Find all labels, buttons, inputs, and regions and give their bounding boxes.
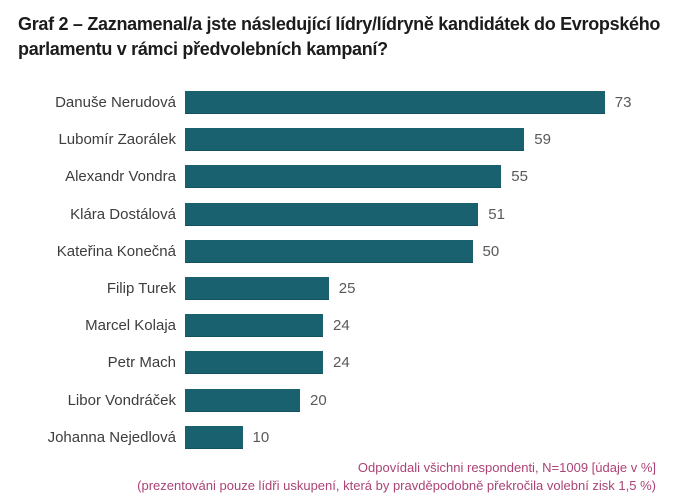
chart-row: Marcel Kolaja 24 bbox=[0, 307, 700, 344]
bar-area: 55 bbox=[185, 158, 700, 195]
bar-area: 24 bbox=[185, 344, 700, 381]
bar-area: 51 bbox=[185, 196, 700, 233]
bar bbox=[185, 239, 473, 263]
bar bbox=[185, 128, 525, 152]
value-label: 20 bbox=[310, 391, 327, 409]
value-label: 50 bbox=[482, 242, 500, 260]
footnote: Odpovídali všichni respondenti, N=1009 [… bbox=[137, 459, 656, 494]
bar bbox=[185, 202, 479, 226]
category-label: Johanna Nejedlová bbox=[47, 428, 176, 446]
value-label: 25 bbox=[338, 280, 356, 298]
bar-area: 25 bbox=[185, 270, 700, 307]
bar bbox=[185, 425, 243, 449]
value-label: 51 bbox=[488, 205, 505, 223]
value-label: 73 bbox=[614, 94, 632, 112]
bar-area: 59 bbox=[185, 121, 700, 158]
bar-chart: Danuše Nerudová 73 Lubomír Zaorálek 59 Alexa… bbox=[0, 84, 700, 456]
category-label: Filip Turek bbox=[106, 280, 176, 298]
chart-row: Klára Dostálová 51 bbox=[0, 196, 700, 233]
bar-area: 24 bbox=[185, 307, 700, 344]
bar-area: 20 bbox=[185, 382, 700, 419]
category-label: Danuše Nerudová bbox=[55, 94, 176, 112]
category-label: Libor Vondráček bbox=[67, 391, 176, 409]
footnote-line-2: (prezentováni pouze lídři uskupení, kter… bbox=[137, 477, 656, 493]
chart-title: Graf 2 – Zaznamenal/a jste následující l… bbox=[18, 14, 661, 59]
category-label: Alexandr Vondra bbox=[65, 168, 176, 186]
bar bbox=[185, 314, 323, 338]
footnote-line-1: Odpovídali všichni respondenti, N=1009 [… bbox=[357, 460, 656, 475]
bar bbox=[185, 388, 300, 412]
category-label: Kateřina Konečná bbox=[56, 242, 176, 260]
category-label: Marcel Kolaja bbox=[85, 317, 176, 335]
chart-row: Kateřina Konečná 50 bbox=[0, 233, 700, 270]
chart-row: Petr Mach 24 bbox=[0, 344, 700, 381]
value-label: 59 bbox=[534, 131, 551, 149]
chart-row: Filip Turek 25 bbox=[0, 270, 700, 307]
category-label: Klára Dostálová bbox=[70, 205, 176, 223]
bar-area: 50 bbox=[185, 233, 700, 270]
bar bbox=[185, 165, 502, 189]
bar-area: 73 bbox=[185, 84, 700, 121]
bar bbox=[185, 277, 329, 301]
value-label: 10 bbox=[252, 428, 270, 446]
value-label: 24 bbox=[333, 317, 350, 335]
bar bbox=[185, 351, 323, 375]
chart-row: Johanna Nejedlová 10 bbox=[0, 419, 700, 456]
chart-row: Danuše Nerudová 73 bbox=[0, 84, 700, 121]
category-label: Petr Mach bbox=[107, 354, 176, 372]
bar-area: 10 bbox=[185, 419, 700, 456]
category-label: Lubomír Zaorálek bbox=[58, 131, 176, 149]
chart-row: Libor Vondráček 20 bbox=[0, 382, 700, 419]
bar bbox=[185, 91, 605, 115]
chart-row: Lubomír Zaorálek 59 bbox=[0, 121, 700, 158]
value-label: 55 bbox=[511, 168, 528, 186]
chart-row: Alexandr Vondra 55 bbox=[0, 158, 700, 195]
value-label: 24 bbox=[333, 354, 350, 372]
